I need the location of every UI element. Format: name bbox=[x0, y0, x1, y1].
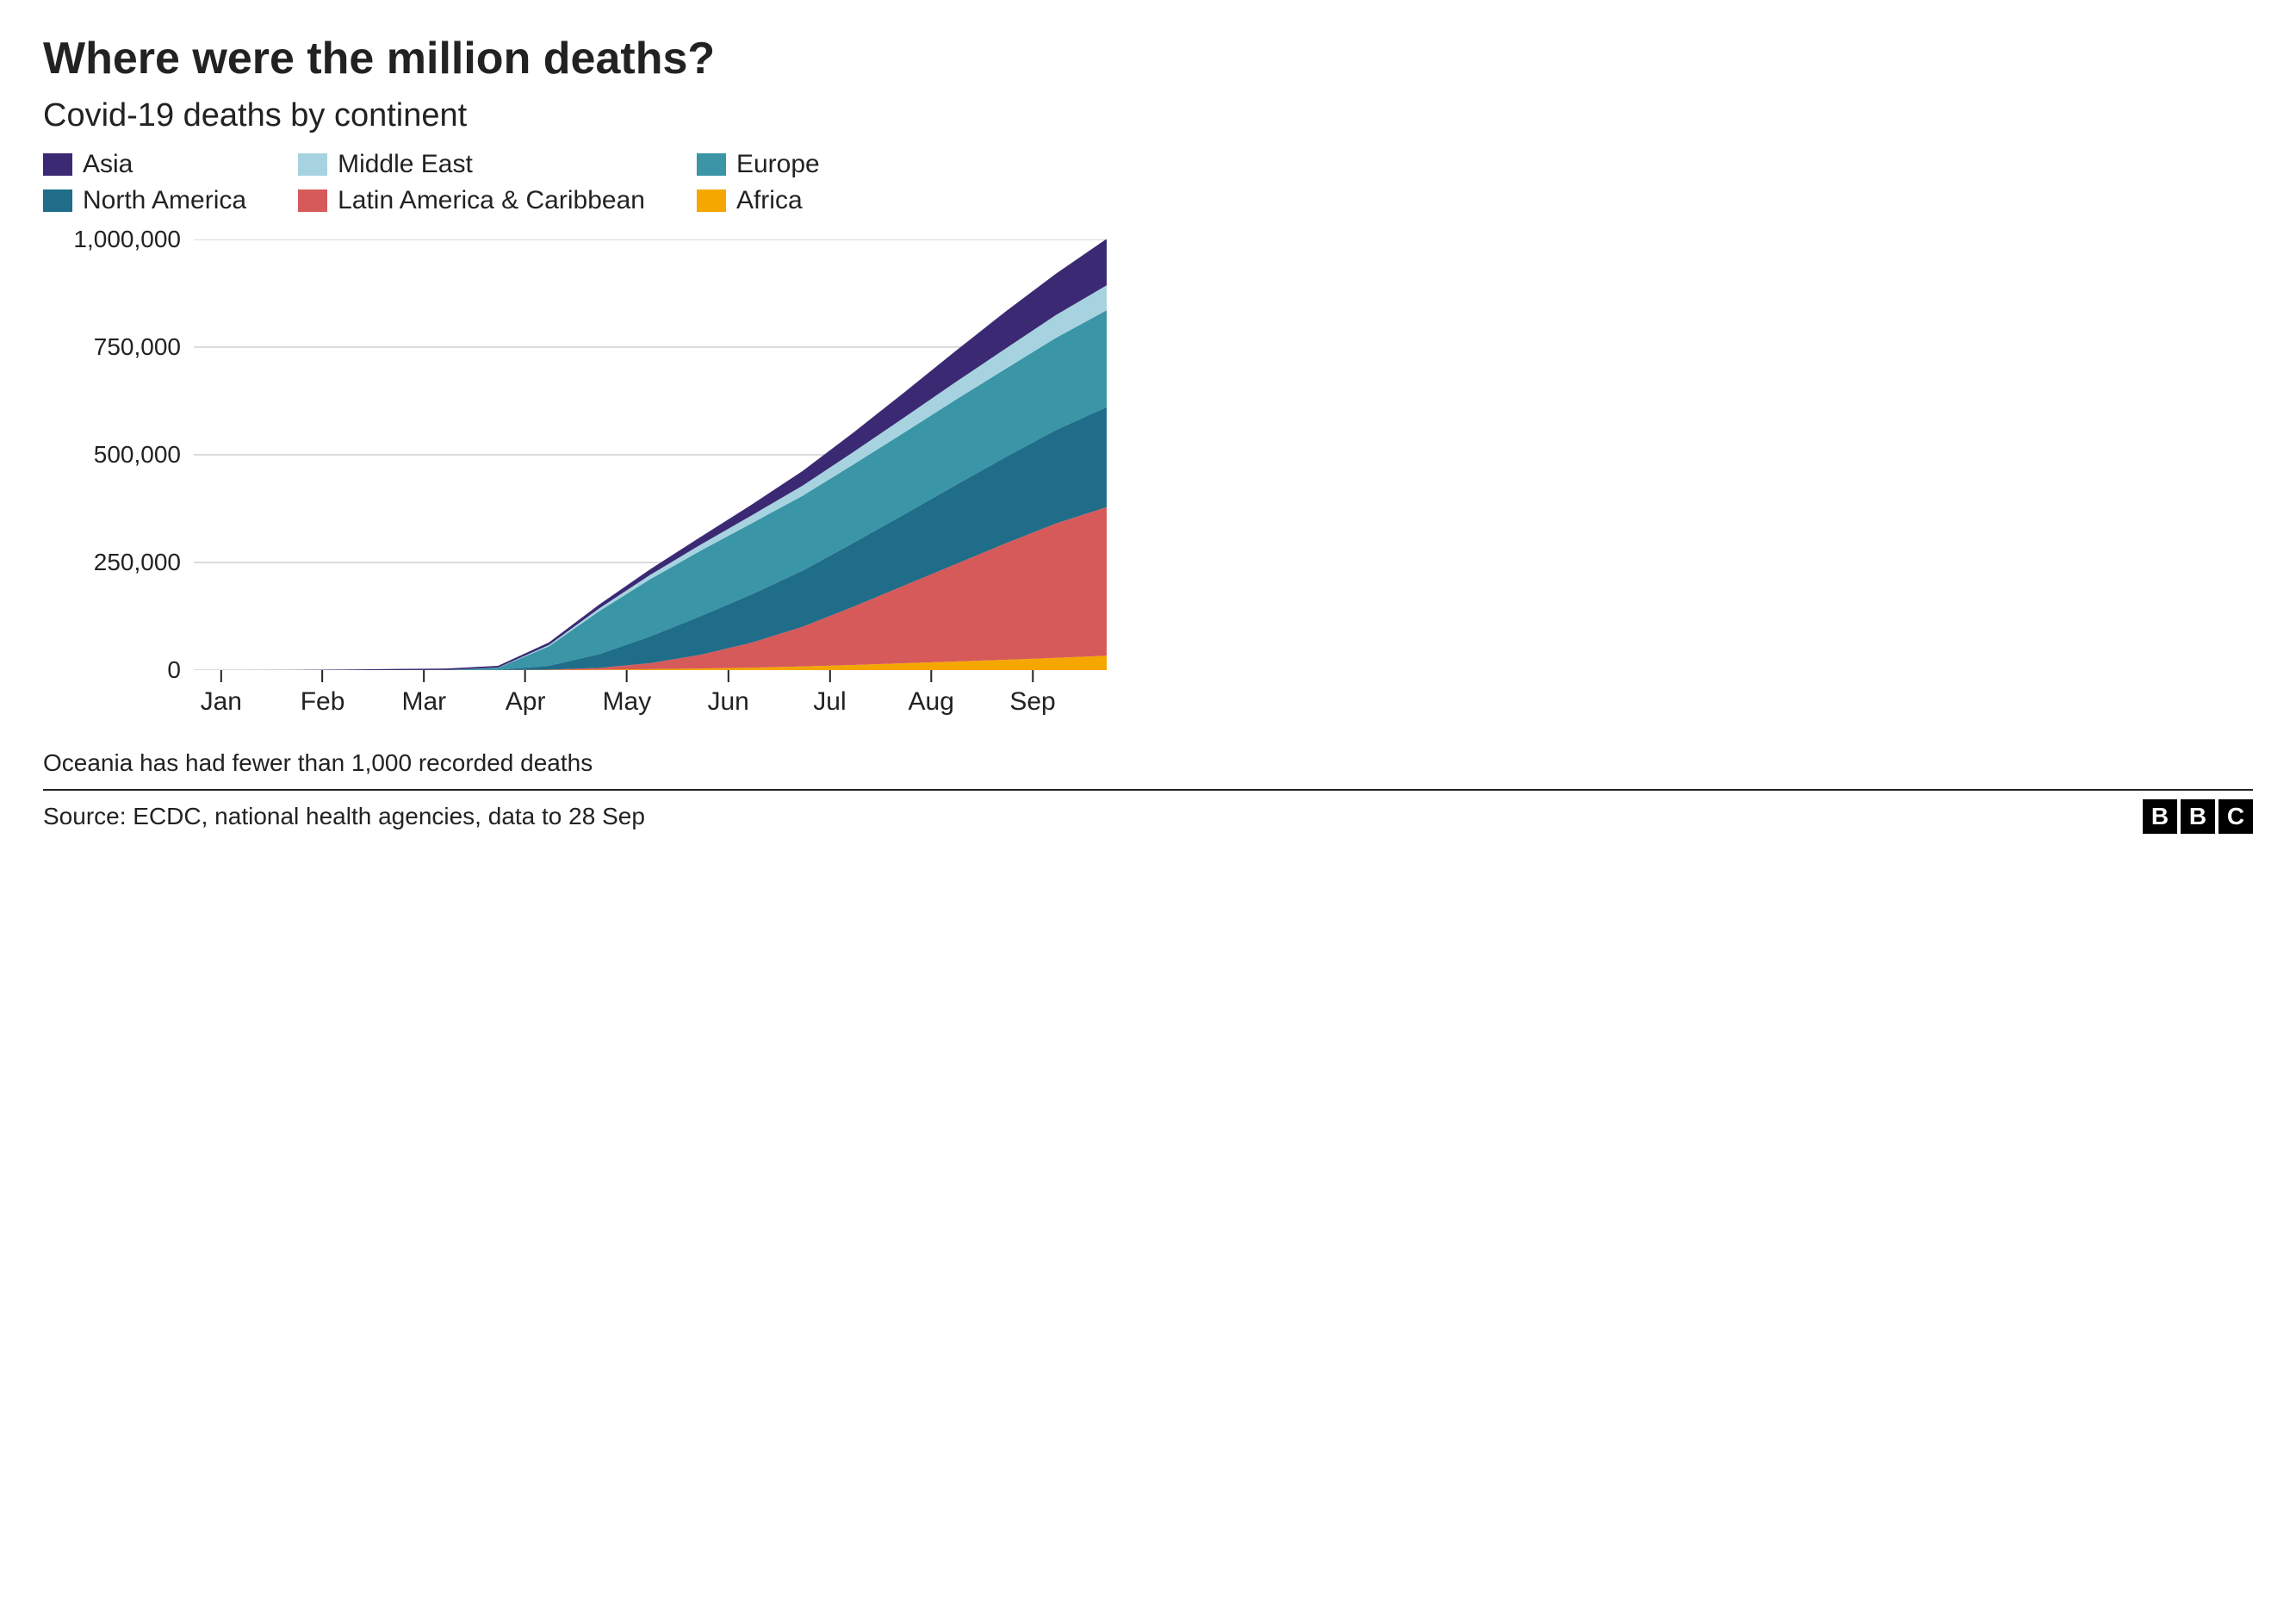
x-tick: Jan bbox=[201, 670, 242, 717]
y-tick-label: 250,000 bbox=[94, 549, 181, 576]
x-tick-label: Mar bbox=[402, 687, 447, 717]
legend-swatch bbox=[697, 189, 726, 212]
x-tick: Jun bbox=[708, 670, 749, 717]
legend-label: Latin America & Caribbean bbox=[338, 186, 645, 215]
chart-subtitle: Covid-19 deaths by continent bbox=[43, 97, 2253, 134]
source-text: Source: ECDC, national health agencies, … bbox=[43, 803, 645, 830]
x-tick-label: Jul bbox=[813, 687, 846, 717]
legend-swatch bbox=[43, 189, 72, 212]
source-row: Source: ECDC, national health agencies, … bbox=[43, 799, 2253, 834]
x-tick-label: Jan bbox=[201, 687, 242, 717]
plot-area bbox=[194, 239, 2253, 674]
x-tick-label: Jun bbox=[708, 687, 749, 717]
x-tick-mark bbox=[1032, 670, 1033, 682]
legend-item-europe: Europe bbox=[697, 150, 820, 179]
y-tick-label: 0 bbox=[167, 656, 181, 684]
legend-item-middle_east: Middle East bbox=[298, 150, 645, 179]
legend: Asia Middle East Europe North America Latin … bbox=[43, 150, 820, 215]
x-axis: Jan Feb Mar Apr May Jun Jul Aug Sep bbox=[194, 670, 1107, 730]
legend-swatch bbox=[43, 153, 72, 176]
bbc-letter: B bbox=[2181, 799, 2215, 834]
legend-swatch bbox=[697, 153, 726, 176]
legend-item-latin_america: Latin America & Caribbean bbox=[298, 186, 645, 215]
legend-swatch bbox=[298, 189, 327, 212]
chart-svg bbox=[194, 239, 1107, 670]
y-axis: 0250,000500,000750,0001,000,000 bbox=[43, 239, 189, 670]
bbc-letter: C bbox=[2218, 799, 2253, 834]
legend-label: Middle East bbox=[338, 150, 473, 179]
x-tick: Sep bbox=[1009, 670, 1055, 717]
x-tick: Apr bbox=[506, 670, 546, 717]
bbc-logo: BBC bbox=[2143, 799, 2253, 834]
x-tick: Mar bbox=[402, 670, 447, 717]
legend-label: Asia bbox=[83, 150, 133, 179]
x-tick-mark bbox=[626, 670, 628, 682]
legend-item-africa: Africa bbox=[697, 186, 820, 215]
x-tick-mark bbox=[728, 670, 729, 682]
x-tick: Jul bbox=[813, 670, 846, 717]
chart-title: Where were the million deaths? bbox=[43, 34, 2253, 84]
chart-area: 0250,000500,000750,0001,000,000 bbox=[43, 239, 2253, 670]
x-tick-mark bbox=[828, 670, 830, 682]
x-tick-mark bbox=[930, 670, 932, 682]
legend-label: Africa bbox=[736, 186, 803, 215]
x-tick: May bbox=[603, 670, 652, 717]
legend-item-north_america: North America bbox=[43, 186, 246, 215]
x-tick-mark bbox=[524, 670, 526, 682]
x-tick-mark bbox=[220, 670, 222, 682]
y-tick-label: 500,000 bbox=[94, 441, 181, 469]
bbc-letter: B bbox=[2143, 799, 2177, 834]
legend-label: North America bbox=[83, 186, 246, 215]
x-tick-label: Aug bbox=[909, 687, 954, 717]
x-tick: Feb bbox=[301, 670, 345, 717]
y-tick-label: 1,000,000 bbox=[73, 226, 181, 253]
x-tick-mark bbox=[423, 670, 425, 682]
legend-label: Europe bbox=[736, 150, 820, 179]
x-tick-label: May bbox=[603, 687, 652, 717]
x-tick-mark bbox=[322, 670, 324, 682]
legend-item-asia: Asia bbox=[43, 150, 246, 179]
x-tick-label: Feb bbox=[301, 687, 345, 717]
footnote: Oceania has had fewer than 1,000 recorde… bbox=[43, 749, 2253, 791]
x-tick-label: Apr bbox=[506, 687, 546, 717]
x-tick-label: Sep bbox=[1009, 687, 1055, 717]
legend-swatch bbox=[298, 153, 327, 176]
y-tick-label: 750,000 bbox=[94, 333, 181, 361]
x-tick: Aug bbox=[909, 670, 954, 717]
